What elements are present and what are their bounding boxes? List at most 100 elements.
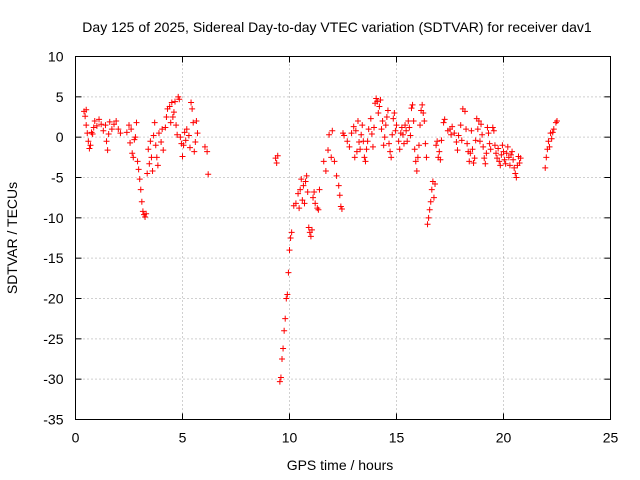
data-point — [490, 127, 497, 134]
y-tick-label: -35 — [43, 412, 63, 428]
data-point — [437, 156, 444, 163]
data-point — [380, 142, 387, 149]
data-point — [392, 127, 399, 134]
data-point — [126, 122, 132, 129]
data-point — [482, 160, 489, 167]
data-point — [145, 146, 152, 153]
data-point — [346, 143, 353, 150]
data-point — [299, 197, 306, 204]
data-point — [382, 122, 389, 129]
data-point — [365, 126, 372, 133]
data-point — [338, 205, 345, 212]
data-point — [464, 140, 471, 147]
data-point — [303, 172, 310, 179]
data-point — [361, 154, 368, 161]
y-tick-label: -15 — [43, 250, 63, 266]
data-point — [96, 116, 103, 123]
data-point — [166, 103, 173, 110]
data-point — [457, 122, 464, 129]
data-point — [292, 200, 299, 207]
data-point — [284, 291, 291, 298]
data-point — [183, 126, 190, 133]
data-point — [419, 101, 426, 108]
x-tick-label: 25 — [603, 430, 619, 446]
data-point — [395, 138, 402, 145]
data-point — [106, 118, 113, 125]
data-point — [182, 137, 189, 144]
data-point — [150, 132, 157, 139]
data-point — [148, 154, 155, 161]
data-point — [517, 155, 524, 162]
data-point — [113, 118, 120, 125]
data-point — [93, 122, 100, 129]
data-point — [374, 98, 381, 105]
data-point — [433, 142, 440, 149]
data-point — [367, 115, 374, 122]
data-point — [430, 194, 437, 201]
data-point — [117, 130, 124, 137]
data-point — [359, 122, 366, 129]
data-point — [144, 170, 151, 177]
data-point — [480, 143, 487, 150]
data-point — [274, 152, 281, 159]
data-point — [409, 101, 416, 108]
data-point — [448, 131, 455, 138]
y-tick-label: -20 — [43, 291, 63, 307]
data-point — [420, 109, 427, 116]
x-tick-label: 20 — [496, 430, 512, 446]
data-point — [136, 176, 143, 183]
data-point — [356, 139, 363, 146]
data-point — [421, 118, 428, 125]
y-tick-label: -5 — [51, 170, 64, 186]
data-point — [285, 269, 292, 276]
data-point — [424, 221, 431, 228]
data-point — [350, 123, 357, 130]
data-point — [168, 99, 175, 106]
data-point — [549, 129, 556, 136]
data-point — [135, 166, 142, 173]
data-point — [331, 158, 338, 165]
data-point — [383, 114, 390, 120]
data-point — [499, 142, 506, 149]
data-point — [451, 130, 458, 137]
data-point — [481, 155, 488, 162]
data-point — [398, 124, 405, 131]
data-point — [153, 154, 160, 161]
data-points — [81, 93, 560, 385]
data-point — [386, 140, 393, 147]
data-point — [304, 189, 311, 196]
data-point — [173, 122, 180, 129]
data-point — [282, 315, 289, 322]
axis-ticks — [75, 56, 611, 420]
data-point — [377, 97, 384, 104]
data-point — [302, 178, 309, 185]
data-point — [493, 150, 500, 157]
y-tick-label: 0 — [56, 129, 64, 145]
data-point — [357, 146, 364, 153]
data-point — [320, 158, 327, 165]
data-point — [160, 147, 167, 154]
data-point — [138, 198, 145, 205]
chart-title: Day 125 of 2025, Sidereal Day-to-day VTE… — [82, 19, 592, 35]
data-point — [296, 205, 303, 212]
data-point — [410, 118, 417, 125]
data-point — [288, 229, 295, 236]
data-point — [312, 200, 319, 207]
data-point — [415, 142, 422, 149]
data-point — [436, 148, 443, 155]
data-point — [111, 121, 118, 128]
data-point — [376, 103, 383, 110]
data-point — [105, 130, 112, 137]
data-point — [501, 156, 508, 163]
data-point — [512, 170, 519, 177]
data-point — [467, 150, 474, 157]
data-point — [108, 126, 115, 133]
data-point — [311, 189, 318, 196]
data-point — [142, 214, 149, 221]
data-point — [470, 159, 477, 166]
data-point — [406, 124, 413, 131]
data-point — [176, 96, 183, 103]
data-point — [298, 176, 305, 183]
data-point — [348, 130, 355, 137]
